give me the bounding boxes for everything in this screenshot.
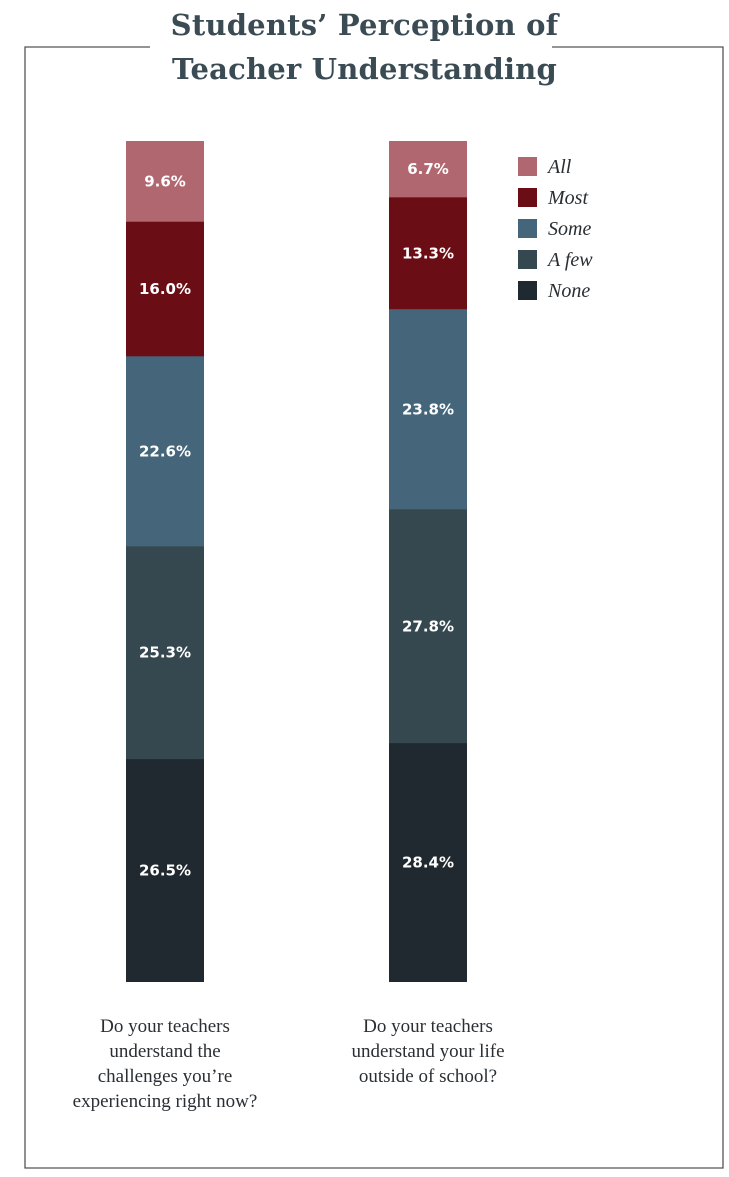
data-label-a-few: 27.8% <box>402 617 454 635</box>
category-label-line: Do your teachers <box>363 1016 493 1037</box>
bar-segment-a-few <box>389 509 467 744</box>
category-label-line: challenges you’re <box>97 1066 233 1087</box>
frame-border <box>24 46 724 1169</box>
bar-segment-none <box>126 759 204 982</box>
data-label-all: 6.7% <box>407 160 449 178</box>
bar-segment-all <box>389 141 467 198</box>
data-label-some: 23.8% <box>402 400 454 418</box>
bar-segment-none <box>389 743 467 982</box>
data-label-a-few: 25.3% <box>139 644 191 662</box>
legend-label-none: None <box>547 280 590 302</box>
bar-segment-some <box>389 309 467 510</box>
data-label-most: 13.3% <box>402 244 454 262</box>
legend-swatch-a-few <box>518 250 537 269</box>
data-label-all: 9.6% <box>144 172 186 190</box>
category-label-line: understand your life <box>351 1041 505 1062</box>
bar-segment-some <box>126 356 204 547</box>
legend-swatch-none <box>518 281 537 300</box>
data-label-none: 26.5% <box>139 862 191 880</box>
legend-label-most: Most <box>547 187 588 209</box>
category-label-line: experiencing right now? <box>72 1091 258 1112</box>
data-label-none: 28.4% <box>402 854 454 872</box>
legend-swatch-some <box>518 219 537 238</box>
bar-segment-a-few <box>126 546 204 760</box>
legend-swatch-most <box>518 188 537 207</box>
legend-label-a-few: A few <box>546 249 593 271</box>
chart-title-line-1: Students’ Perception of <box>170 8 559 42</box>
category-label-line: understand the <box>109 1041 221 1062</box>
stacked-bar-2: 6.7% 13.3% 23.8% 27.8% 28.4% <box>389 141 467 982</box>
bar-segment-most <box>126 221 204 357</box>
bar-segment-most <box>389 197 467 310</box>
data-label-some: 22.6% <box>139 442 191 460</box>
bars: 9.6% 16.0% 22.6% 25.3% 26.5% 6.7% 13.3% 23.8% 27… <box>126 141 467 982</box>
category-label-challenges: Do your teachers understand the challeng… <box>40 1014 290 1114</box>
category-label-life-outside-school: Do your teachers understand your life ou… <box>303 1014 553 1089</box>
category-label-line: Do your teachers <box>100 1016 230 1037</box>
legend-label-all: All <box>546 156 572 178</box>
bar-segment-all <box>126 141 204 223</box>
data-label-most: 16.0% <box>139 280 191 298</box>
legend: All Most Some A few None <box>518 156 593 302</box>
chart-title-line-2: Teacher Understanding <box>172 52 557 86</box>
legend-label-some: Some <box>548 218 591 240</box>
category-label-line: outside of school? <box>358 1066 498 1087</box>
legend-swatch-all <box>518 157 537 176</box>
stacked-bar-1: 9.6% 16.0% 22.6% 25.3% 26.5% <box>126 141 204 982</box>
